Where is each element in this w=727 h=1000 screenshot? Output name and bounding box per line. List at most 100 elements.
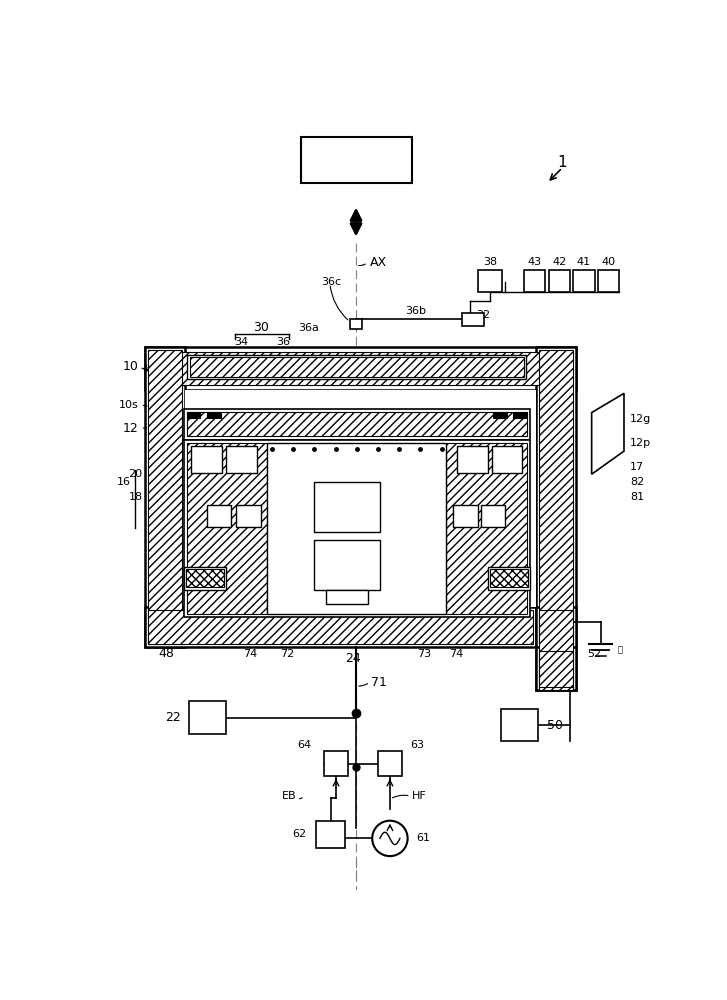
Text: W: W xyxy=(371,410,384,423)
Text: 81: 81 xyxy=(630,492,644,502)
Bar xyxy=(315,482,380,532)
Text: 52: 52 xyxy=(587,649,601,659)
Text: 30: 30 xyxy=(252,321,268,334)
Text: 24: 24 xyxy=(345,652,361,666)
Text: 71: 71 xyxy=(371,676,387,689)
Bar xyxy=(185,389,537,607)
Text: AX: AX xyxy=(370,256,387,269)
Bar xyxy=(537,647,577,690)
Text: ⟝: ⟝ xyxy=(618,645,622,654)
Text: 36a: 36a xyxy=(298,323,318,333)
Bar xyxy=(206,505,231,527)
Bar xyxy=(539,350,573,644)
Text: 82: 82 xyxy=(630,477,644,487)
Bar xyxy=(148,350,182,644)
Text: HF: HF xyxy=(412,791,427,801)
Text: 12: 12 xyxy=(123,422,139,434)
Bar xyxy=(478,270,502,292)
Text: MC: MC xyxy=(341,153,371,172)
Bar xyxy=(350,319,362,329)
Bar xyxy=(148,610,533,644)
Text: 17: 17 xyxy=(630,462,644,472)
Bar xyxy=(326,590,369,604)
Bar xyxy=(300,137,412,183)
Text: 62: 62 xyxy=(293,829,307,839)
Text: 20: 20 xyxy=(129,469,142,479)
Text: EB: EB xyxy=(282,791,297,801)
Bar xyxy=(537,607,577,690)
Bar xyxy=(453,505,478,527)
Text: ER: ER xyxy=(391,410,407,423)
Text: 61: 61 xyxy=(416,833,430,843)
Text: 12p: 12p xyxy=(630,438,651,448)
Text: 40: 40 xyxy=(601,257,616,267)
Text: 1: 1 xyxy=(558,155,567,170)
Bar xyxy=(539,651,573,687)
Bar xyxy=(324,751,348,776)
Text: 18f: 18f xyxy=(216,411,234,421)
Bar xyxy=(189,701,226,734)
Bar xyxy=(462,312,484,326)
Text: 74: 74 xyxy=(449,649,463,659)
Bar xyxy=(446,443,527,614)
Text: 36c: 36c xyxy=(321,277,342,287)
Text: 84: 84 xyxy=(387,559,402,569)
Bar xyxy=(493,412,507,418)
Text: 10: 10 xyxy=(123,360,139,373)
Text: 34a: 34a xyxy=(323,411,343,421)
Bar xyxy=(524,270,545,292)
Polygon shape xyxy=(592,393,624,474)
Bar xyxy=(501,709,538,741)
Bar xyxy=(145,347,185,647)
Bar xyxy=(187,443,268,614)
Bar xyxy=(145,347,577,389)
Text: 38: 38 xyxy=(483,257,497,267)
Text: 48: 48 xyxy=(158,647,174,660)
Text: 73: 73 xyxy=(417,649,431,659)
Text: 42: 42 xyxy=(553,257,566,267)
Text: 18: 18 xyxy=(129,492,142,502)
Bar xyxy=(187,412,201,418)
Text: 12g: 12g xyxy=(630,414,651,424)
Bar xyxy=(190,357,524,377)
Text: 16: 16 xyxy=(117,477,131,487)
Bar xyxy=(145,607,537,647)
Bar xyxy=(187,412,527,436)
Bar xyxy=(191,446,222,473)
Bar xyxy=(537,347,577,647)
Text: 41: 41 xyxy=(577,257,591,267)
Text: 72: 72 xyxy=(280,649,294,659)
Bar xyxy=(549,270,570,292)
Bar xyxy=(268,443,446,614)
Text: 63: 63 xyxy=(410,740,424,750)
Text: OR: OR xyxy=(414,410,433,423)
Text: 36: 36 xyxy=(276,337,290,347)
Bar xyxy=(481,505,505,527)
Text: 83: 83 xyxy=(387,502,402,512)
Text: 36b: 36b xyxy=(406,306,427,316)
Bar xyxy=(186,569,224,587)
Bar xyxy=(316,821,345,848)
Text: 50: 50 xyxy=(547,719,563,732)
Bar xyxy=(539,610,573,690)
Bar xyxy=(187,443,527,614)
Text: 34: 34 xyxy=(234,337,249,347)
Bar xyxy=(268,443,446,614)
Bar xyxy=(236,505,260,527)
Text: 10s: 10s xyxy=(119,400,139,410)
Bar xyxy=(206,412,220,418)
Bar xyxy=(488,567,530,590)
Bar xyxy=(598,270,619,292)
Bar xyxy=(188,355,526,379)
Bar xyxy=(183,440,530,617)
Bar xyxy=(315,540,380,590)
Text: 74: 74 xyxy=(244,649,257,659)
Bar xyxy=(457,446,488,473)
Bar xyxy=(513,412,527,418)
Text: 32: 32 xyxy=(476,310,490,320)
Bar xyxy=(490,569,528,587)
Bar xyxy=(226,446,257,473)
Bar xyxy=(151,352,570,385)
Bar xyxy=(377,751,402,776)
Text: 43: 43 xyxy=(528,257,542,267)
